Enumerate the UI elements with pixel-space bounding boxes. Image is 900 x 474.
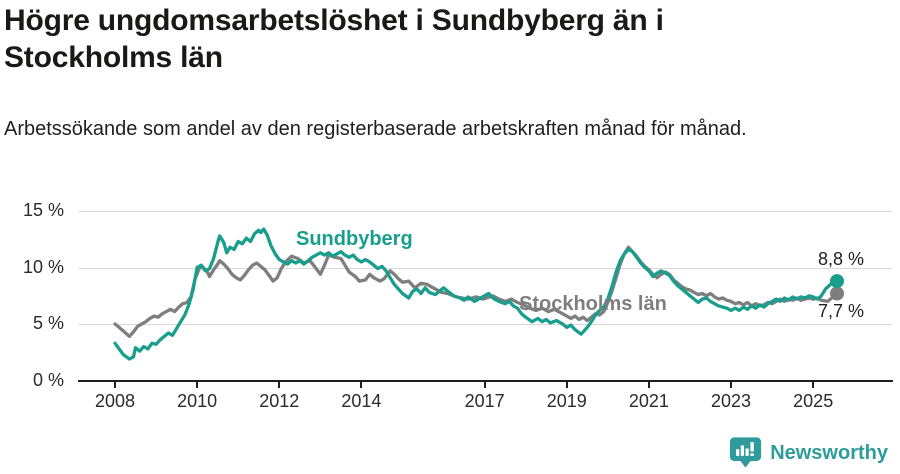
x-tick-label: 2008	[94, 391, 136, 411]
x-tick-mark	[483, 380, 486, 388]
end-value-label-stockholms-lan: 7,7 %	[818, 301, 865, 321]
x-tick-mark	[730, 380, 733, 388]
chart-subtitle: Arbetssökande som andel av den registerb…	[4, 118, 747, 140]
series-end-dot-stockholms-l-n	[830, 286, 844, 301]
newsworthy-brand-text: Newsworthy	[770, 441, 888, 464]
x-tick-label: 2019	[546, 391, 587, 411]
x-tick-mark	[647, 380, 650, 388]
page-title-line2: Stockholms län	[4, 41, 223, 74]
series-end-dot-sundbyberg	[830, 274, 844, 289]
x-tick-mark	[278, 380, 281, 388]
series-line-stockholms-l-n	[113, 245, 839, 339]
x-tick-label: 2012	[259, 391, 300, 411]
x-tick-label: 2014	[341, 391, 382, 411]
x-tick-mark	[812, 380, 815, 388]
newsworthy-logo-icon	[730, 437, 762, 468]
newsworthy-brand: Newsworthy	[728, 436, 888, 470]
x-tick-mark	[196, 380, 199, 388]
page-title-line1: Högre ungdomsarbetslöshet i Sundbyberg ä…	[4, 4, 664, 37]
x-tick-label: 2025	[793, 391, 834, 411]
x-tick-mark	[565, 380, 568, 388]
y-tick-label: 0 %	[32, 369, 64, 390]
gridline-15	[78, 211, 893, 212]
x-tick-label: 2021	[628, 391, 669, 411]
x-tick-label: 2010	[177, 391, 218, 411]
series-line-sundbyberg	[113, 227, 839, 361]
gridline-10	[78, 267, 893, 269]
series-label-sundbyberg: Sundbyberg	[296, 228, 413, 250]
gridline-5	[78, 324, 893, 325]
x-tick-mark	[114, 380, 116, 388]
page-title: Högre ungdomsarbetslöshet i Sundbyberg ä…	[4, 2, 804, 76]
x-tick-mark	[360, 380, 363, 388]
y-tick-label: 5 %	[32, 313, 64, 333]
y-tick-label: 15 %	[22, 200, 64, 220]
series-label-stockholms-lan: Stockholms län	[519, 293, 667, 315]
x-tick-label: 2017	[464, 391, 505, 411]
y-tick-label: 10 %	[22, 256, 64, 277]
end-value-label-sundbyberg: 8,8 %	[818, 249, 865, 269]
x-tick-label: 2023	[711, 391, 752, 411]
